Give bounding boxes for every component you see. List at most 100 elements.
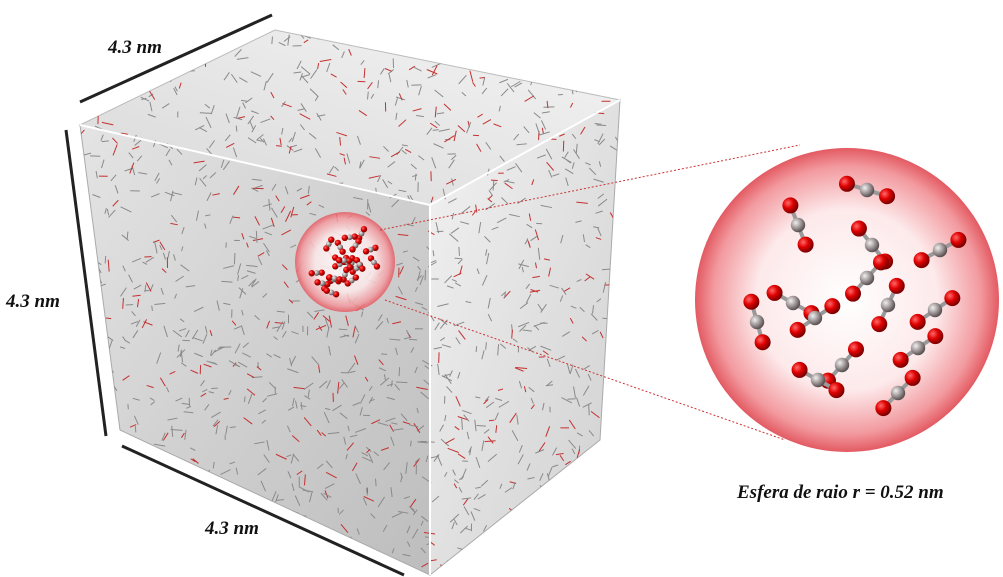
stick xyxy=(606,533,613,538)
oxygen-atom xyxy=(839,176,855,192)
stick xyxy=(609,507,614,515)
stick xyxy=(101,72,104,78)
stick xyxy=(541,511,542,520)
stick xyxy=(536,525,544,528)
oxygen-atom xyxy=(824,298,840,314)
stick xyxy=(604,372,611,374)
stick xyxy=(465,31,471,40)
stick xyxy=(500,30,505,31)
stick xyxy=(479,544,480,550)
stick xyxy=(75,424,82,433)
stick xyxy=(407,33,410,43)
stick xyxy=(86,571,89,577)
stick xyxy=(525,536,531,544)
stick xyxy=(94,504,103,510)
stick xyxy=(620,572,623,577)
stick xyxy=(232,504,238,511)
stick xyxy=(162,482,168,491)
stick xyxy=(461,557,467,565)
stick xyxy=(83,547,86,557)
oxygen-atom xyxy=(848,341,864,357)
stick xyxy=(489,420,494,421)
stick xyxy=(170,530,174,541)
stick xyxy=(86,567,95,571)
stick xyxy=(576,460,584,461)
stick xyxy=(325,559,330,568)
stick xyxy=(571,55,575,63)
stick xyxy=(127,457,133,458)
stick xyxy=(198,495,207,501)
stick xyxy=(106,318,111,319)
stick xyxy=(476,41,480,49)
stick xyxy=(594,479,598,488)
stick xyxy=(92,299,97,305)
stick xyxy=(226,485,229,490)
oxygen-atom xyxy=(353,274,359,280)
stick xyxy=(352,561,356,564)
stick xyxy=(131,562,132,571)
stick xyxy=(213,556,216,562)
stick xyxy=(330,560,332,569)
stick xyxy=(256,231,257,243)
oxygen-atom xyxy=(944,290,960,306)
stick xyxy=(547,552,556,557)
stick xyxy=(478,63,482,67)
stick xyxy=(122,61,128,62)
stick xyxy=(194,508,204,509)
stick xyxy=(98,328,103,330)
stick xyxy=(272,37,273,44)
oxygen-atom xyxy=(342,235,348,241)
stick xyxy=(128,515,130,526)
stick xyxy=(508,528,510,533)
stick xyxy=(215,565,222,569)
stick xyxy=(221,281,232,282)
stick xyxy=(435,42,441,49)
stick xyxy=(516,22,517,30)
stick xyxy=(110,420,115,426)
stick xyxy=(237,572,243,573)
stick xyxy=(196,522,201,525)
stick xyxy=(337,557,342,567)
stick xyxy=(161,566,162,573)
stick xyxy=(231,555,235,566)
stick xyxy=(77,33,82,36)
stick xyxy=(490,67,495,71)
stick xyxy=(595,459,600,467)
carbon-atom xyxy=(928,303,942,317)
stick xyxy=(136,469,139,476)
oxygen-atom xyxy=(782,197,798,213)
oxygen-atom xyxy=(336,257,342,263)
stick xyxy=(220,512,227,518)
stick xyxy=(537,517,543,521)
stick xyxy=(91,421,99,424)
stick xyxy=(562,487,565,492)
stick xyxy=(539,82,547,84)
stick xyxy=(92,568,94,574)
stick xyxy=(578,470,584,476)
stick xyxy=(276,146,282,147)
stick xyxy=(82,533,89,540)
stick xyxy=(522,526,532,528)
stick xyxy=(494,542,501,545)
stick xyxy=(603,503,608,514)
stick xyxy=(535,521,540,525)
stick xyxy=(111,97,112,106)
stick xyxy=(70,548,81,551)
stick xyxy=(572,488,573,495)
stick xyxy=(103,441,109,448)
stick xyxy=(81,366,82,376)
stick xyxy=(546,78,550,82)
oxygen-atom xyxy=(905,370,921,386)
stick xyxy=(480,78,485,79)
stick xyxy=(550,502,551,508)
stick xyxy=(96,75,100,78)
stick xyxy=(94,570,103,571)
stick xyxy=(173,487,179,497)
stick xyxy=(575,30,581,34)
stick xyxy=(288,567,293,574)
oxygen-atom xyxy=(845,286,861,302)
stick xyxy=(600,516,610,521)
stick xyxy=(115,518,117,529)
stick xyxy=(96,560,105,566)
oxygen-atom xyxy=(755,334,771,350)
